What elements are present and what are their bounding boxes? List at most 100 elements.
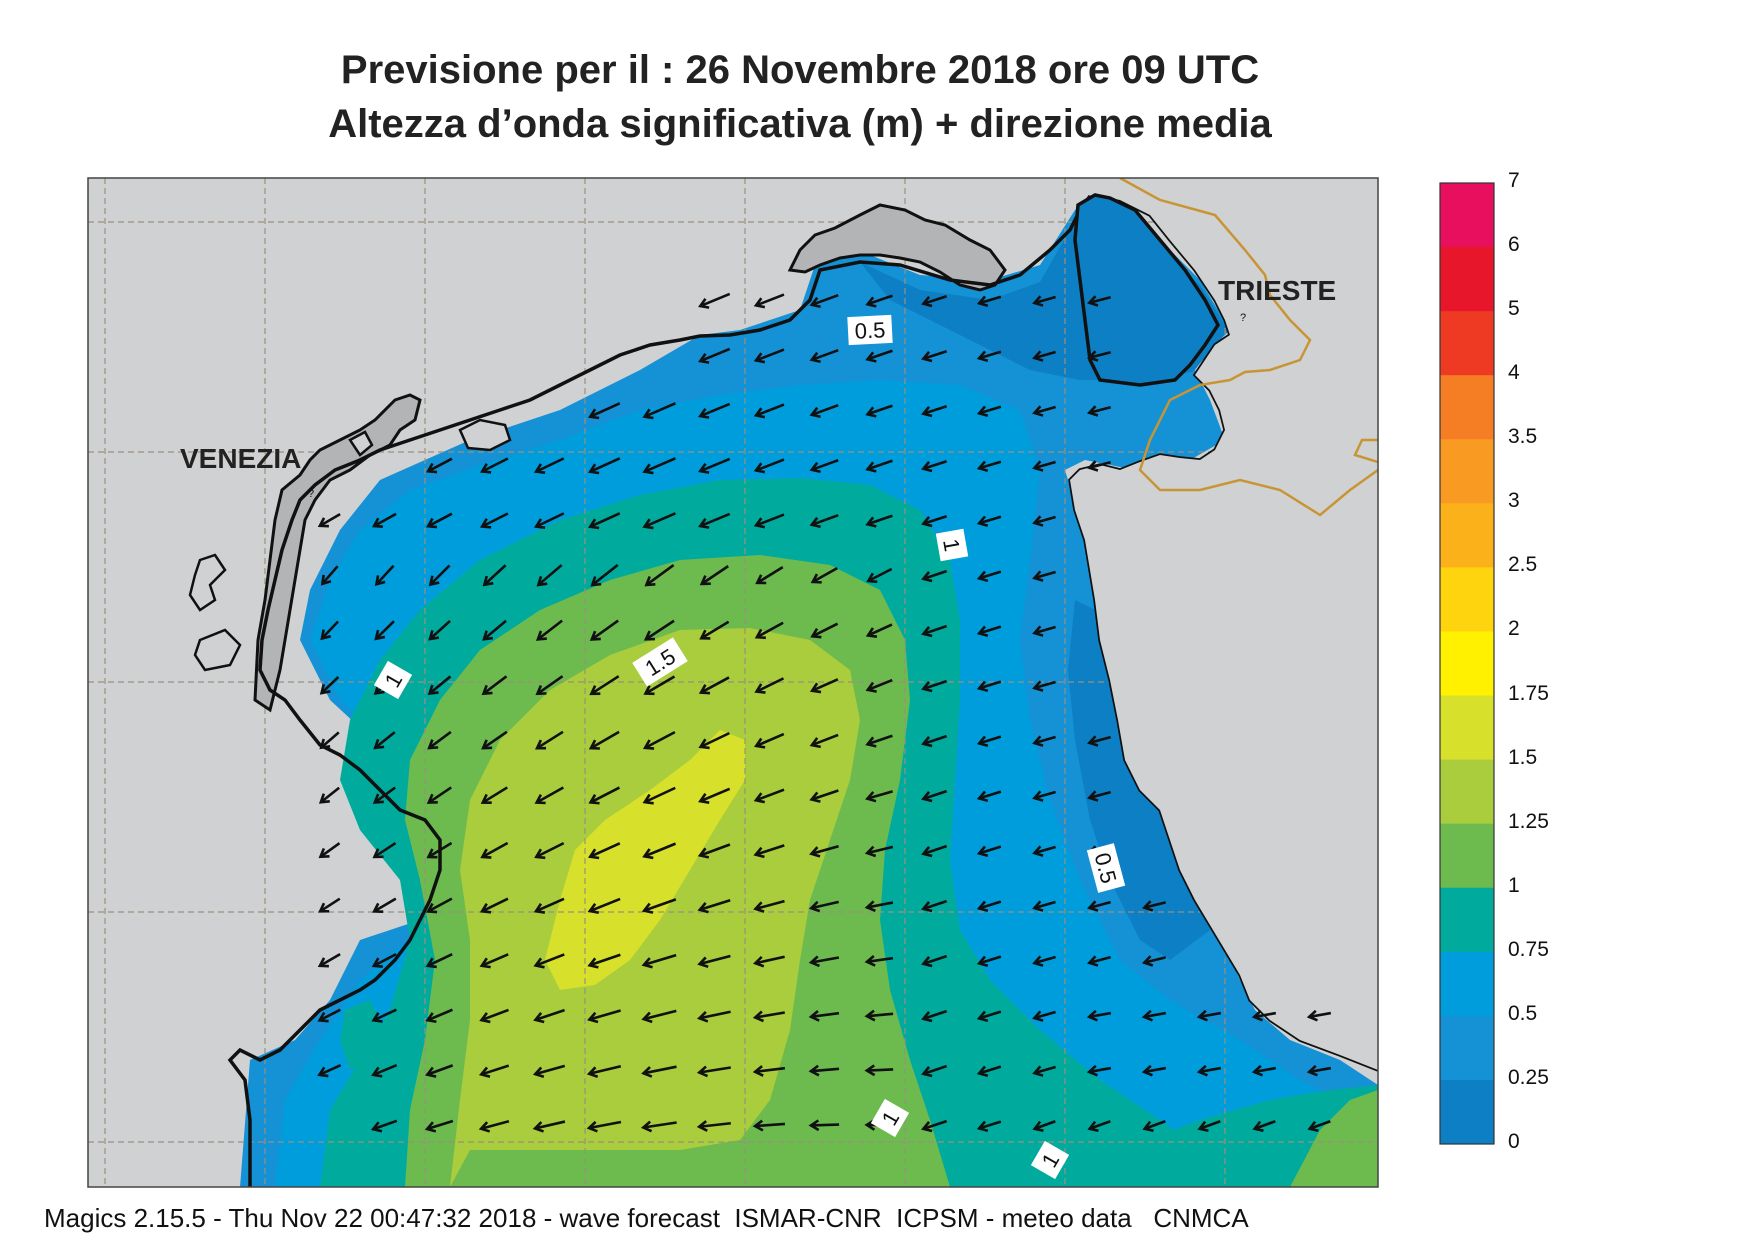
direction-arrow-shaft — [590, 675, 620, 695]
direction-arrow-shaft — [643, 1121, 677, 1129]
direction-arrow-head — [425, 1012, 437, 1024]
direction-arrow-head — [752, 1065, 764, 1077]
direction-arrow-head — [976, 515, 989, 527]
colorbar-swatch — [1440, 951, 1494, 1017]
direction-arrow-shaft — [482, 730, 508, 750]
direction-arrow-shaft — [700, 731, 730, 749]
direction-arrow-shaft — [428, 675, 452, 695]
direction-arrow-head — [752, 1119, 764, 1132]
direction-arrow-head — [921, 571, 933, 583]
direction-arrow-shaft — [1253, 1066, 1277, 1074]
direction-arrow-shaft — [588, 1064, 622, 1076]
colorbar-label: 3.5 — [1508, 425, 1538, 449]
venice-lagoon — [188, 393, 512, 713]
direction-arrow-shaft — [375, 620, 395, 640]
direction-arrow-head — [644, 576, 656, 587]
direction-arrow-head — [1306, 1064, 1318, 1077]
direction-arrow-head — [1087, 900, 1099, 912]
direction-arrow-shaft — [1034, 735, 1056, 745]
direction-arrow-head — [1032, 1120, 1044, 1132]
direction-arrow-head — [809, 682, 822, 694]
direction-arrow-head — [921, 956, 933, 968]
direction-arrow-shaft — [922, 624, 948, 636]
direction-arrow-shaft — [701, 565, 729, 585]
direction-arrow-shaft — [754, 1066, 786, 1074]
direction-arrow-head — [588, 848, 600, 860]
direction-arrow-head — [753, 901, 765, 913]
direction-arrow-shaft — [756, 566, 784, 584]
map-title-line1: Previsione per il : 26 Novembre 2018 ore… — [340, 48, 1260, 92]
direction-arrow-shaft — [867, 678, 893, 692]
direction-arrow-shaft — [428, 786, 452, 804]
direction-arrow-head — [697, 847, 710, 859]
direction-arrow-head — [810, 627, 822, 639]
direction-arrow-head — [479, 957, 491, 969]
direction-arrow-shaft — [535, 457, 565, 473]
direction-arrow-head — [478, 1066, 491, 1078]
direction-arrow-head — [976, 350, 989, 362]
direction-arrow-head — [753, 462, 766, 474]
direction-arrow-shaft — [589, 1009, 621, 1021]
direction-arrow-shaft — [429, 619, 451, 641]
direction-arrow-head — [865, 627, 878, 638]
direction-arrow-shaft — [1089, 735, 1111, 745]
direction-arrow-head — [374, 629, 386, 641]
direction-arrow-head — [808, 1010, 820, 1022]
direction-arrow-head — [1032, 845, 1044, 857]
colorbar-label: 6 — [1508, 233, 1520, 257]
direction-arrow-shaft — [427, 897, 453, 913]
direction-arrow-shaft — [643, 953, 677, 967]
direction-arrow-head — [921, 406, 933, 418]
direction-arrow-head — [535, 684, 547, 696]
direction-arrow-shaft — [644, 457, 676, 473]
direction-arrow-head — [642, 739, 655, 750]
direction-arrow-head — [696, 1120, 708, 1132]
direction-arrow-shaft — [811, 678, 839, 692]
direction-arrow-shaft — [589, 457, 621, 473]
direction-arrow-head — [1032, 900, 1044, 912]
direction-arrow-head — [921, 901, 933, 913]
direction-arrow-head — [1142, 1120, 1154, 1132]
contour-label: 0.5 — [854, 317, 886, 344]
direction-arrow-shaft — [867, 459, 893, 471]
direction-arrow-head — [976, 955, 989, 967]
direction-arrow-head — [370, 1121, 383, 1133]
direction-arrow-shaft — [978, 1120, 1002, 1130]
direction-arrow-shaft — [373, 1008, 397, 1022]
direction-arrow-head — [1252, 1120, 1264, 1132]
direction-arrow-head — [697, 902, 709, 914]
direction-arrow-shaft — [699, 457, 731, 473]
direction-arrow-head — [865, 461, 877, 473]
direction-arrow-head — [976, 460, 989, 472]
direction-arrow-head — [588, 408, 600, 420]
direction-arrow-shaft — [866, 845, 894, 855]
direction-arrow-shaft — [754, 1011, 786, 1019]
direction-arrow-head — [1141, 955, 1154, 967]
direction-arrow-head — [373, 738, 385, 750]
direction-arrow-head — [534, 739, 547, 750]
direction-arrow-shaft — [1034, 460, 1056, 470]
direction-arrow-head — [921, 516, 933, 528]
direction-arrow-head — [866, 572, 878, 584]
direction-arrow-shaft — [867, 404, 893, 416]
direction-arrow-head — [865, 516, 877, 528]
direction-arrow-shaft — [1034, 405, 1056, 415]
direction-arrow-head — [864, 955, 876, 967]
direction-arrow-head — [698, 407, 710, 419]
direction-arrow-shaft — [372, 1064, 398, 1076]
direction-arrow-shaft — [535, 841, 565, 859]
colorbar-label: 1 — [1508, 873, 1520, 897]
colorbar-swatch — [1440, 823, 1494, 889]
direction-arrow-head — [698, 684, 711, 695]
direction-arrow-head — [1196, 1009, 1208, 1022]
direction-arrow-head — [1196, 1064, 1208, 1077]
direction-arrow-shaft — [429, 564, 451, 586]
direction-arrow-shaft — [978, 515, 1002, 525]
direction-arrow-shaft — [1089, 460, 1111, 470]
direction-arrow-shaft — [482, 786, 508, 804]
direction-arrow-shaft — [1034, 1010, 1056, 1020]
direction-arrow-head — [1307, 1120, 1319, 1132]
direction-arrow-shaft — [319, 513, 341, 527]
direction-arrow-shaft — [535, 953, 565, 967]
direction-arrow-head — [1197, 1120, 1209, 1132]
